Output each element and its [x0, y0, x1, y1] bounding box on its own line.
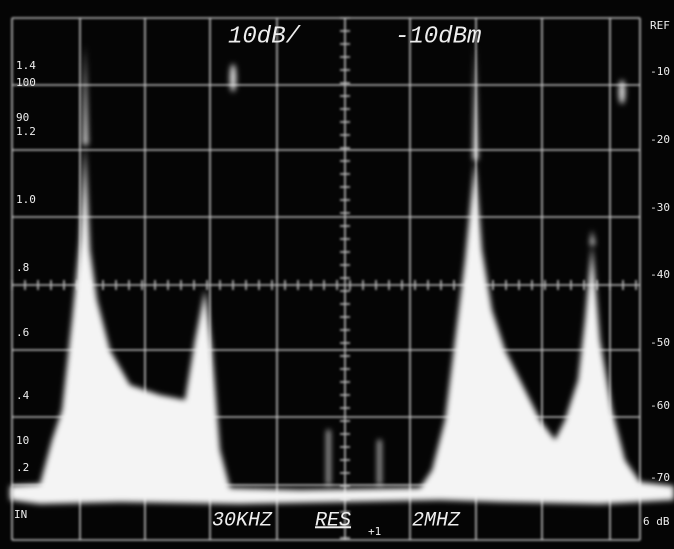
res-label: RES — [315, 509, 351, 532]
spectrum-trace — [10, 45, 674, 504]
left-marker: IN — [14, 508, 27, 521]
resolution: 30KHZ — [212, 509, 273, 532]
left-scale-label: 10 — [16, 434, 29, 447]
right-marker: 6 dB — [643, 515, 670, 528]
right-scale-label: -60 — [650, 399, 670, 412]
right-scale-label: -50 — [650, 336, 670, 349]
ref-label: REF — [650, 19, 670, 32]
res-subscript: +1 — [368, 525, 381, 538]
right-scale-label: -10 — [650, 65, 670, 78]
right-scale-label: -30 — [650, 201, 670, 214]
left-scale-label: 1.2 — [16, 125, 36, 138]
left-scale-label: .6 — [16, 326, 29, 339]
reference-level: -10dBm — [395, 23, 481, 50]
left-scale-label: .2 — [16, 461, 29, 474]
left-scale-label: 100 — [16, 76, 36, 89]
right-scale-label: -40 — [650, 268, 670, 281]
left-scale-label: 90 — [16, 111, 29, 124]
scale-label: 10dB/ — [228, 23, 302, 50]
span: 2MHZ — [412, 509, 461, 532]
right-scale-label: -20 — [650, 133, 670, 146]
left-scale-label: 1.0 — [16, 193, 36, 206]
left-scale-label: .8 — [16, 261, 29, 274]
right-scale-label: -70 — [650, 471, 670, 484]
left-scale-label: .4 — [16, 389, 30, 402]
left-scale-label: 1.4 — [16, 59, 36, 72]
